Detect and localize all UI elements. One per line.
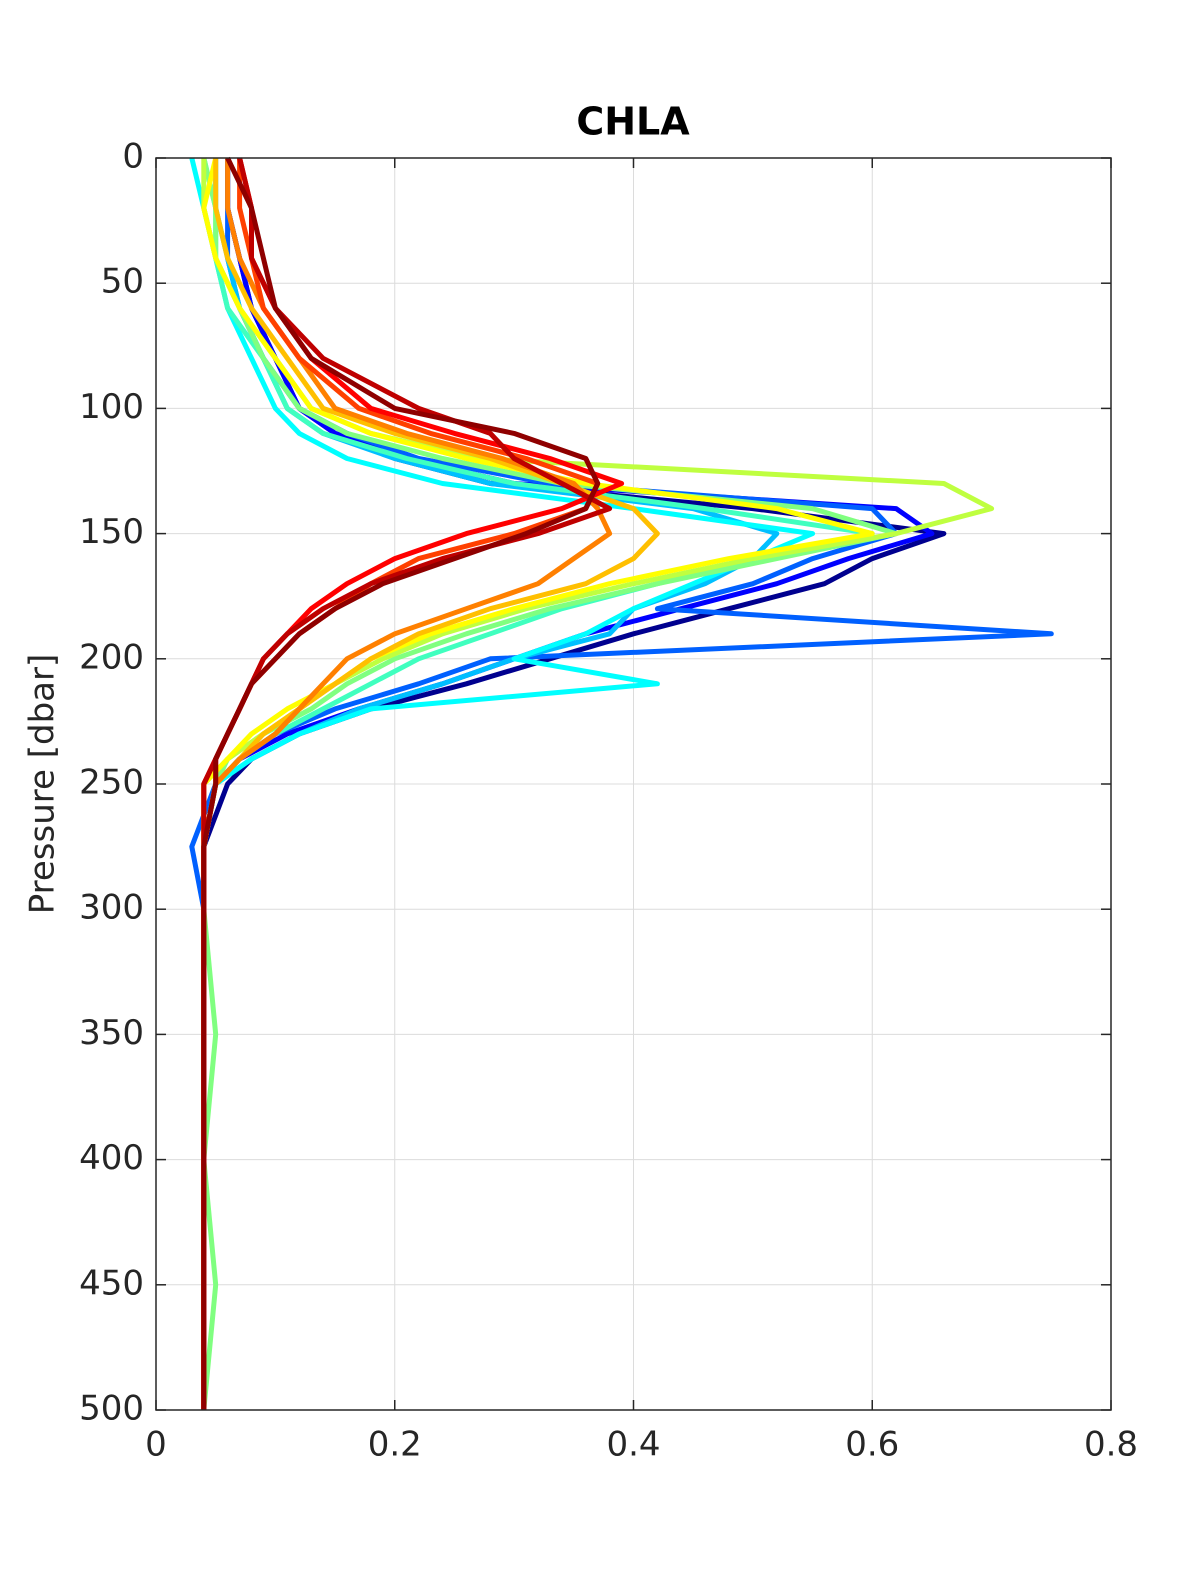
plot-frame xyxy=(155,157,1112,1411)
y-tick-label: 100 xyxy=(79,387,144,427)
x-tick-label: 0.8 xyxy=(1084,1425,1138,1465)
x-tick-label: 0.6 xyxy=(845,1425,899,1465)
y-tick-label: 500 xyxy=(79,1389,144,1429)
y-tick-label: 350 xyxy=(79,1013,144,1053)
y-tick-label: 200 xyxy=(79,637,144,677)
y-tick-label: 0 xyxy=(122,137,144,177)
y-tick-label: 50 xyxy=(101,262,144,302)
profile-line xyxy=(201,156,601,1410)
x-tick-label: 0.4 xyxy=(606,1425,660,1465)
y-tick-label: 400 xyxy=(79,1138,144,1178)
chart-title: CHLA xyxy=(576,100,690,144)
y-tick-label: 150 xyxy=(79,512,144,552)
x-tick-label: 0.2 xyxy=(368,1425,422,1465)
y-tick-label: 300 xyxy=(79,888,144,928)
y-tick-label: 450 xyxy=(79,1263,144,1303)
y-axis-label: Pressure [dbar] xyxy=(23,654,63,915)
y-tick-label: 250 xyxy=(79,763,144,803)
x-tick-label: 0 xyxy=(145,1425,167,1465)
